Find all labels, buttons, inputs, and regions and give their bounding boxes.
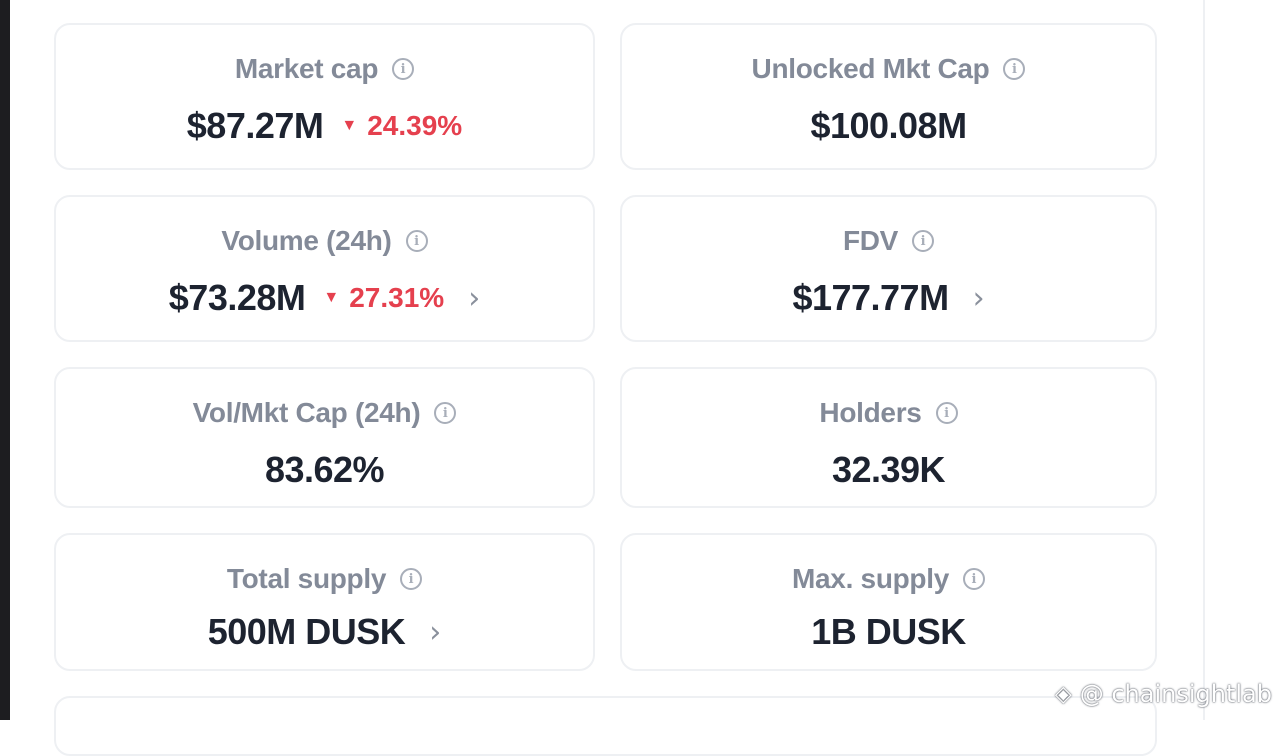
stat-value: $177.77M bbox=[792, 277, 949, 318]
stat-value: $73.28M bbox=[168, 277, 306, 318]
info-icon[interactable]: i bbox=[392, 58, 415, 80]
stat-value: 1B DUSK bbox=[811, 611, 966, 652]
stat-card-fdv[interactable]: FDV i $177.77M › bbox=[620, 195, 1157, 342]
stat-value: 500M DUSK bbox=[207, 611, 406, 652]
binance-logo-icon: ◈ bbox=[1054, 681, 1072, 707]
stat-card-market-cap: Market cap i $87.27M ▼ 24.39% bbox=[54, 23, 595, 170]
stat-value: $100.08M bbox=[810, 105, 967, 146]
stat-card-unlocked-mkt-cap: Unlocked Mkt Cap i $100.08M bbox=[620, 23, 1157, 170]
watermark-text: @ chainsightlab bbox=[1079, 680, 1272, 708]
window-frame-left bbox=[0, 0, 10, 720]
stat-value: 83.62% bbox=[264, 449, 385, 490]
price-change-badge: ▼ 24.39% bbox=[341, 110, 462, 142]
info-icon[interactable]: i bbox=[400, 568, 423, 590]
stat-label: Max. supply bbox=[792, 563, 949, 594]
caret-down-icon: ▼ bbox=[323, 289, 340, 306]
price-change-value: 27.31% bbox=[349, 282, 445, 313]
stat-label: Total supply bbox=[226, 563, 387, 594]
price-change-value: 24.39% bbox=[367, 110, 463, 141]
chevron-right-icon[interactable]: › bbox=[429, 614, 442, 650]
stat-card-vol-mkt-cap: Vol/Mkt Cap (24h) i 83.62% bbox=[54, 367, 595, 508]
stat-label: Market cap bbox=[234, 53, 379, 84]
info-icon[interactable]: i bbox=[1003, 58, 1026, 80]
stat-card-total-supply[interactable]: Total supply i 500M DUSK › bbox=[54, 533, 595, 671]
stat-value: 32.39K bbox=[831, 449, 946, 490]
stat-card-max-supply: Max. supply i 1B DUSK bbox=[620, 533, 1157, 671]
panel-divider bbox=[1203, 0, 1205, 720]
stat-card-holders: Holders i 32.39K bbox=[620, 367, 1157, 508]
info-icon[interactable]: i bbox=[405, 230, 428, 252]
stat-label: Volume (24h) bbox=[221, 225, 392, 256]
info-icon[interactable]: i bbox=[912, 230, 935, 252]
stat-label: Vol/Mkt Cap (24h) bbox=[192, 397, 421, 428]
info-icon[interactable]: i bbox=[935, 402, 958, 424]
caret-down-icon: ▼ bbox=[341, 117, 358, 134]
info-icon[interactable]: i bbox=[962, 568, 985, 590]
chevron-right-icon[interactable]: › bbox=[468, 280, 481, 316]
chevron-right-icon[interactable]: › bbox=[972, 280, 985, 316]
price-change-badge: ▼ 27.31% bbox=[323, 282, 444, 314]
info-icon[interactable]: i bbox=[434, 402, 457, 424]
stat-label: FDV bbox=[842, 225, 899, 256]
stat-card-partial bbox=[54, 696, 1157, 756]
stat-label: Holders bbox=[819, 397, 922, 428]
stat-label: Unlocked Mkt Cap bbox=[751, 53, 990, 84]
watermark: ◈ @ chainsightlab bbox=[1055, 680, 1272, 708]
stat-value: $87.27M bbox=[186, 105, 324, 146]
stat-card-volume-24h[interactable]: Volume (24h) i $73.28M ▼ 27.31% › bbox=[54, 195, 595, 342]
